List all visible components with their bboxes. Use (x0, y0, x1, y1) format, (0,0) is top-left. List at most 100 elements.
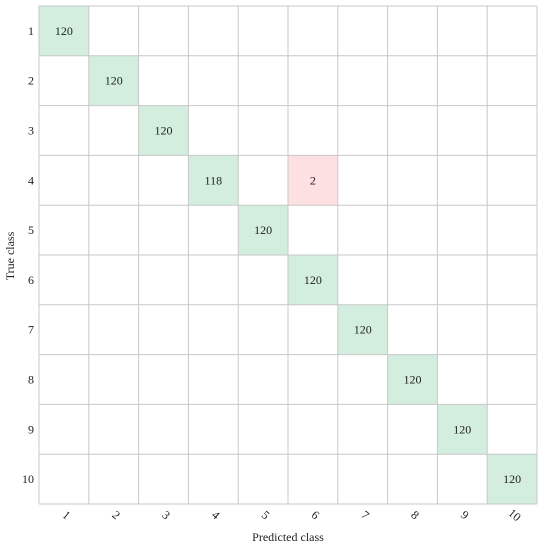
matrix-cell (487, 105, 537, 156)
matrix-cell (487, 454, 537, 504)
cell-value-label: 120 (503, 472, 521, 486)
matrix-cell (337, 354, 388, 405)
matrix-cell (437, 454, 488, 504)
y-tick-labels: 1 2 3 4 5 6 7 8 9 10 (22, 24, 34, 486)
matrix-cell (88, 155, 139, 206)
matrix-cell (238, 205, 288, 255)
matrix-cell (337, 155, 388, 206)
cell-value-label: 120 (155, 124, 173, 138)
y-tick-label: 10 (22, 472, 34, 486)
y-tick-label: 9 (28, 422, 34, 436)
matrix-cell (288, 6, 338, 56)
y-tick-label: 3 (28, 124, 34, 138)
matrix-cell (387, 55, 438, 106)
matrix-cell (487, 404, 537, 455)
matrix-cell (288, 155, 338, 206)
y-tick-label: 8 (28, 373, 34, 387)
matrix-cell (88, 354, 139, 405)
matrix-cell (487, 6, 537, 56)
matrix-cell (288, 255, 338, 305)
matrix-cell (387, 155, 438, 206)
matrix-cell (138, 404, 189, 455)
matrix-cell (337, 55, 388, 106)
matrix-cell (337, 404, 388, 455)
matrix-cell (387, 255, 438, 305)
matrix-cell (39, 205, 89, 255)
matrix-cell (88, 55, 139, 106)
matrix-cell (88, 105, 139, 156)
cell-value-label: 120 (453, 422, 471, 436)
y-tick-label: 1 (28, 24, 34, 38)
matrix-cell (188, 354, 239, 405)
cell-value-label: 120 (404, 373, 422, 387)
matrix-cell (337, 205, 388, 255)
matrix-cell (39, 404, 89, 455)
matrix-cell (387, 354, 438, 405)
matrix-cell (238, 354, 288, 405)
matrix-cell (39, 105, 89, 156)
matrix-cell (487, 304, 537, 355)
matrix-cell (39, 304, 89, 355)
matrix-cell (487, 255, 537, 305)
matrix-cell (238, 6, 288, 56)
matrix-cell (487, 155, 537, 206)
matrix-cell (138, 454, 189, 504)
matrix-cell (387, 6, 438, 56)
matrix-cell (138, 255, 189, 305)
matrix-cell (238, 304, 288, 355)
matrix-cell (238, 55, 288, 106)
matrix-cell (188, 105, 239, 156)
matrix-cell (437, 6, 488, 56)
matrix-cell (288, 304, 338, 355)
matrix-cell (437, 155, 488, 206)
cell-value-label: 120 (354, 323, 372, 337)
matrix-cell (88, 6, 139, 56)
matrix-cell (437, 404, 488, 455)
matrix-cell (387, 404, 438, 455)
matrix-cell (238, 404, 288, 455)
matrix-cell (88, 454, 139, 504)
matrix-cell (387, 304, 438, 355)
matrix-cell (288, 354, 338, 405)
matrix-cell (437, 105, 488, 156)
matrix-cell (138, 155, 189, 206)
matrix-cell (337, 304, 388, 355)
matrix-cell (138, 354, 189, 405)
x-axis-title: Predicted class (252, 530, 324, 544)
matrix-cell (288, 404, 338, 455)
matrix-cell (39, 454, 89, 504)
cell-value-label: 118 (205, 173, 223, 187)
matrix-cell (288, 205, 338, 255)
matrix-cell (88, 205, 139, 255)
cell-label-layer: 120 120 120 118 2 120 120 120 120 120 120 (55, 24, 521, 486)
y-tick-label: 6 (28, 273, 34, 287)
matrix-cell (138, 6, 189, 56)
matrix-cell (188, 55, 239, 106)
matrix-cell (39, 55, 89, 106)
matrix-cell (188, 155, 239, 206)
y-tick-label: 5 (28, 223, 34, 237)
matrix-cell (288, 105, 338, 156)
matrix-cell (188, 454, 239, 504)
y-tick-label: 7 (28, 323, 34, 337)
matrix-cell (138, 105, 189, 156)
matrix-cell (39, 6, 89, 56)
matrix-cell (387, 454, 438, 504)
matrix-cell (88, 404, 139, 455)
matrix-cell (138, 304, 189, 355)
matrix-cell (238, 454, 288, 504)
matrix-cell (437, 55, 488, 106)
matrix-cell (188, 205, 239, 255)
cell-value-label: 120 (254, 223, 272, 237)
matrix-cell (238, 155, 288, 206)
cell-value-label: 120 (304, 273, 322, 287)
y-tick-label: 2 (28, 74, 34, 88)
matrix-cell (337, 255, 388, 305)
matrix-cell (188, 255, 239, 305)
cell-layer (39, 6, 537, 504)
matrix-cell (487, 55, 537, 106)
matrix-cell (487, 205, 537, 255)
matrix-cell (88, 304, 139, 355)
matrix-cell (487, 354, 537, 405)
